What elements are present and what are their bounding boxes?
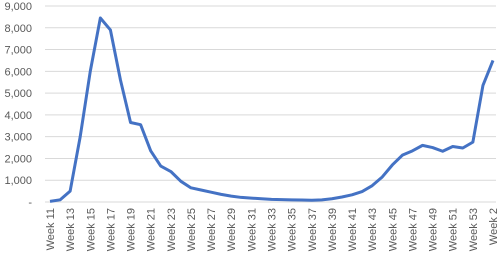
y-tick-label: 5,000	[4, 88, 32, 100]
y-tick-label: -	[28, 197, 32, 209]
x-tick-label: Week 27	[206, 208, 218, 251]
y-tick-label: 6,000	[4, 66, 32, 78]
x-tick-label: Week 13	[65, 208, 77, 251]
x-tick-label: Week 41	[347, 208, 359, 251]
x-tick-label: Week 43	[367, 208, 379, 251]
x-tick-label: Week 35	[287, 208, 299, 251]
x-tick-label: Week 31	[246, 208, 258, 251]
y-tick-label: 7,000	[4, 45, 32, 57]
x-tick-label: Week 53	[468, 208, 480, 251]
x-tick-label: Week 21	[146, 208, 158, 251]
x-tick-label: Week 33	[267, 208, 279, 251]
x-tick-label: Week 47	[407, 208, 419, 251]
x-tick-label: Week 29	[226, 208, 238, 251]
x-tick-label: Week 19	[126, 208, 138, 251]
x-tick-label: Week 11	[45, 208, 57, 250]
x-tick-label: Week 39	[327, 208, 339, 251]
y-tick-label: 9,000	[4, 1, 32, 13]
x-tick-label: Week 17	[105, 208, 117, 251]
x-tick-label: Week 25	[186, 208, 198, 251]
x-tick-label: Week 37	[307, 208, 319, 251]
series-line	[49, 16, 495, 203]
x-tick-label: Week 15	[85, 208, 97, 251]
x-tick-label: Week 45	[387, 208, 399, 251]
x-tick-label: Week 23	[166, 208, 178, 251]
y-tick-label: 3,000	[4, 132, 32, 144]
y-tick-label: 2,000	[4, 153, 32, 165]
y-tick-label: 1,000	[4, 175, 32, 187]
y-tick-label: 4,000	[4, 110, 32, 122]
x-tick-label: Week 2	[488, 208, 500, 245]
x-tick-label: Week 49	[428, 208, 440, 251]
x-tick-label: Week 51	[448, 208, 460, 251]
y-tick-label: 8,000	[4, 23, 32, 35]
